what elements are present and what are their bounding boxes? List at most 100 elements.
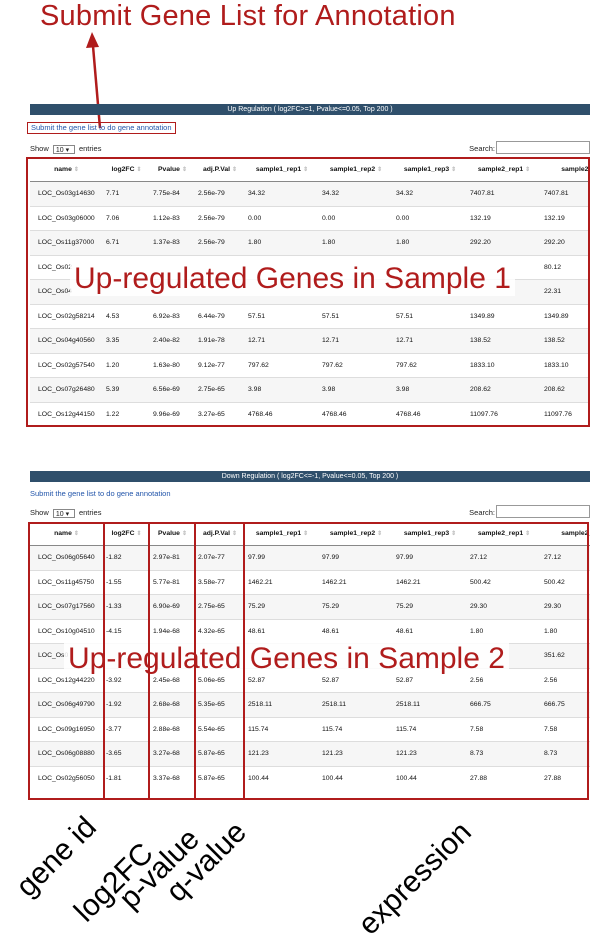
down-column-header-label: sample2_rep1 xyxy=(477,529,524,537)
down-column-header-label: sample1_rep1 xyxy=(255,529,302,537)
table-cell: 1.80 xyxy=(467,618,541,644)
table-cell: -1.55 xyxy=(103,569,150,595)
table-cell: 9.12e-77 xyxy=(195,352,245,378)
down-column-header-label: sample2_rep xyxy=(561,529,590,537)
table-cell: -1.82 xyxy=(103,545,150,570)
up-entries-select[interactable]: 10 ▾ xyxy=(52,144,75,154)
table-row: LOC_Os09g16950 -3.77 2.88e-68 5.54e-65 115.7… xyxy=(30,716,590,742)
down-column-header[interactable]: sample2_rep1 ⇕ xyxy=(467,521,541,546)
table-cell: 7.75e-84 xyxy=(150,181,195,206)
down-column-header-label: name xyxy=(54,529,72,537)
down-column-header[interactable]: sample1_rep3 ⇕ xyxy=(393,521,467,546)
table-cell: 3.98 xyxy=(319,377,393,402)
table-cell: 500.42 xyxy=(541,569,590,595)
sort-icon: ⇕ xyxy=(377,530,383,537)
table-cell: 666.75 xyxy=(467,692,541,717)
up-column-header[interactable]: sample2_rep⇕ xyxy=(541,157,590,182)
table-row: LOC_Os11g45750 -1.55 5.77e-81 3.58e-77 1462.… xyxy=(30,569,590,595)
table-cell: 57.51 xyxy=(393,303,467,329)
table-cell: 797.62 xyxy=(319,352,393,378)
sort-icon: ⇕ xyxy=(451,530,457,537)
table-row: LOC_Os03g06000 7.06 1.12e-83 2.56e-79 0.00 0.… xyxy=(30,205,590,231)
up-column-header[interactable]: sample1_rep3 ⇕ xyxy=(393,157,467,182)
up-column-header[interactable]: sample1_rep1 ⇕ xyxy=(245,157,319,182)
sort-icon: ⇕ xyxy=(73,530,79,537)
down-column-header[interactable]: log2FC ⇕ xyxy=(103,521,150,546)
down-column-header[interactable]: sample1_rep1 ⇕ xyxy=(245,521,319,546)
table-cell: 121.23 xyxy=(245,741,319,766)
gene-id-cell: LOC_Os02g56050 xyxy=(30,765,103,790)
down-column-header-label: log2FC xyxy=(111,529,135,537)
table-cell: 4768.46 xyxy=(319,401,393,426)
table-cell: 57.51 xyxy=(245,303,319,329)
up-column-header-label: sample2_rep1 xyxy=(477,165,524,173)
table-cell: 2.56 xyxy=(467,667,541,693)
table-cell: 6.71 xyxy=(103,230,150,255)
table-cell: 75.29 xyxy=(245,594,319,619)
annotation-down-overlay: Up-regulated Genes in Sample 2 xyxy=(64,642,509,676)
table-cell: 8.73 xyxy=(541,741,590,766)
column-marker-line xyxy=(148,522,150,800)
gene-id-cell: LOC_Os06g08880 xyxy=(30,741,103,766)
table-cell: 3.58e-77 xyxy=(195,569,245,595)
table-cell: 4768.46 xyxy=(245,401,319,426)
table-cell: 7.58 xyxy=(467,716,541,742)
down-submit-gene-list-link[interactable]: Submit the gene list to do gene annotati… xyxy=(30,489,171,498)
table-cell: 2.56e-79 xyxy=(195,181,245,206)
table-cell: 6.92e-83 xyxy=(150,303,195,329)
table-cell: 27.12 xyxy=(541,545,590,570)
gene-id-cell: LOC_Os11g45750 xyxy=(30,569,103,595)
table-cell: 27.12 xyxy=(467,545,541,570)
sort-icon: ⇕ xyxy=(451,166,457,173)
down-entries-label: entries xyxy=(78,508,102,517)
table-cell: 3.37e-68 xyxy=(150,765,195,790)
table-cell: 27.88 xyxy=(541,765,590,790)
table-cell: 97.99 xyxy=(319,545,393,570)
up-search-input[interactable] xyxy=(496,141,590,154)
table-row: LOC_Os12g44150 1.22 9.96e-69 3.27e-65 4768.4… xyxy=(30,401,590,426)
up-column-header[interactable]: sample1_rep2 ⇕ xyxy=(319,157,393,182)
table-cell: 12.71 xyxy=(319,328,393,353)
down-column-header[interactable]: name ⇕ xyxy=(30,521,103,546)
table-cell: 115.74 xyxy=(245,716,319,742)
table-cell: 132.19 xyxy=(541,205,590,231)
table-cell: 5.87e-65 xyxy=(195,765,245,790)
table-cell: 6.90e-69 xyxy=(150,594,195,619)
table-cell: 5.39 xyxy=(103,377,150,402)
up-column-header[interactable]: log2FC ⇕ xyxy=(103,157,150,182)
table-cell: 2518.11 xyxy=(319,692,393,717)
table-cell: 797.62 xyxy=(393,352,467,378)
down-column-header[interactable]: sample2_rep⇕ xyxy=(541,521,590,546)
up-column-header[interactable]: Pvalue ⇕ xyxy=(150,157,195,182)
up-submit-gene-list-link[interactable]: Submit the gene list to do gene annotati… xyxy=(27,122,176,134)
table-cell: 3.27e-65 xyxy=(195,401,245,426)
table-cell: 0.00 xyxy=(393,205,467,231)
down-column-header[interactable]: adj.P.Val ⇕ xyxy=(195,521,245,546)
table-cell: 100.44 xyxy=(245,765,319,790)
down-column-header-label: Pvalue xyxy=(158,529,180,537)
up-column-header[interactable]: sample2_rep1 ⇕ xyxy=(467,157,541,182)
up-column-header-label: adj.P.Val xyxy=(202,165,231,173)
sort-icon: ⇕ xyxy=(232,166,238,173)
column-marker-line xyxy=(103,522,105,800)
column-marker-line xyxy=(243,522,245,800)
table-cell: 27.88 xyxy=(467,765,541,790)
sort-icon: ⇕ xyxy=(303,530,309,537)
table-cell: 115.74 xyxy=(393,716,467,742)
column-marker-line xyxy=(28,522,30,800)
table-cell: 4768.46 xyxy=(393,401,467,426)
table-row: LOC_Os06g08880 -3.65 3.27e-68 5.87e-65 121.2… xyxy=(30,741,590,766)
table-cell: 100.44 xyxy=(319,765,393,790)
down-column-header[interactable]: Pvalue ⇕ xyxy=(150,521,195,546)
table-cell: 4.53 xyxy=(103,303,150,329)
down-column-header-label: sample1_rep3 xyxy=(403,529,450,537)
table-row: LOC_Os02g57540 1.20 1.63e-80 9.12e-77 797.62… xyxy=(30,352,590,378)
down-column-header[interactable]: sample1_rep2 ⇕ xyxy=(319,521,393,546)
down-entries-select[interactable]: 10 ▾ xyxy=(52,508,75,518)
table-cell: 34.32 xyxy=(319,181,393,206)
up-column-header[interactable]: adj.P.Val ⇕ xyxy=(195,157,245,182)
up-column-header-label: log2FC xyxy=(111,165,135,173)
up-column-header[interactable]: name ⇕ xyxy=(30,157,103,182)
table-cell: 1.80 xyxy=(541,618,590,644)
down-search-input[interactable] xyxy=(496,505,590,518)
